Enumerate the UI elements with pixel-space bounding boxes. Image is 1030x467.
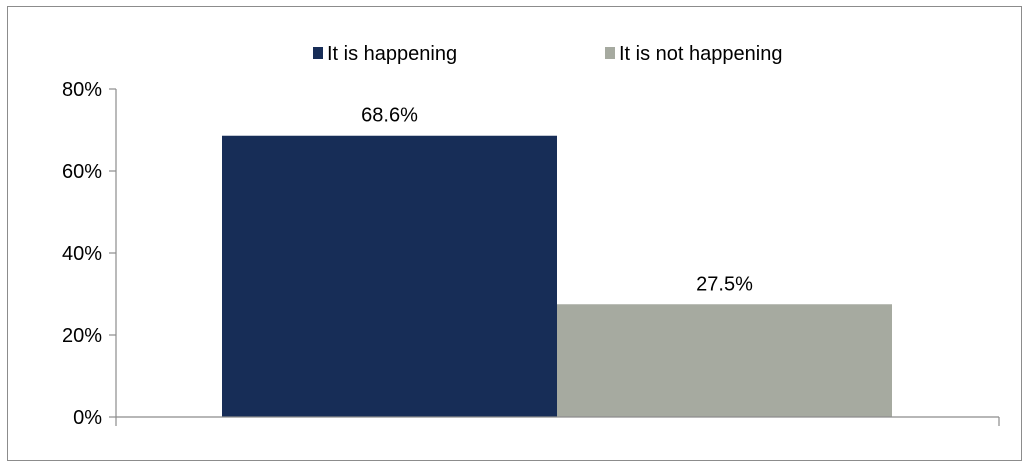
legend-label-0: It is happening [327, 43, 457, 65]
y-tick-label-4: 80% [62, 79, 102, 101]
y-tick-label-3: 60% [62, 161, 102, 183]
data-label-0: 68.6% [361, 105, 418, 127]
legend-label-1: It is not happening [619, 43, 782, 65]
y-tick-label-0: 0% [73, 407, 102, 429]
bar-1 [557, 304, 892, 417]
legend-swatch-1 [605, 47, 615, 59]
bar-0 [222, 136, 557, 417]
data-label-1: 27.5% [696, 273, 753, 295]
legend-swatch-0 [313, 47, 323, 59]
y-tick-label-2: 40% [62, 243, 102, 265]
y-tick-label-1: 20% [62, 325, 102, 347]
